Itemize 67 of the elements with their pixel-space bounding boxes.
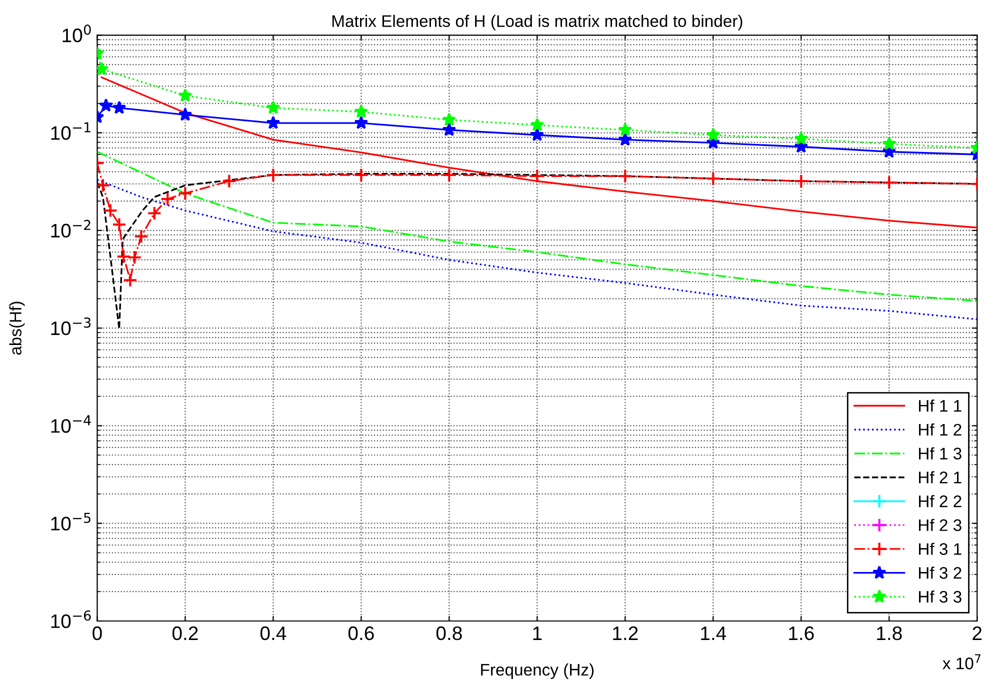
point: [160, 192, 175, 206]
legend-label: Hf 1 1: [919, 400, 962, 412]
point: [97, 178, 110, 193]
point: [442, 122, 456, 136]
legend-label: Hf 3 3: [919, 590, 962, 603]
x-tick-label: 1.4: [701, 626, 726, 640]
point: [122, 272, 138, 288]
point: [618, 168, 632, 184]
x-tick-label: 1.8: [877, 626, 902, 640]
y-tick-label: 10$^{−3}$: [51, 317, 91, 336]
point: [354, 168, 368, 182]
point: [147, 206, 162, 221]
y-axis-title: abs(Hf): [9, 302, 25, 355]
point: [112, 217, 127, 232]
legend-label: Hf 1 2: [919, 423, 962, 436]
point: [530, 168, 544, 184]
legend-label: Hf 2 2: [919, 495, 962, 508]
chart-title: Matrix Elements of H (Load is matrix matched to binder): [332, 14, 742, 30]
x-axis-title: Frequency (Hz): [481, 663, 594, 679]
legend-label: Hf 3 1: [919, 542, 962, 555]
point: [266, 100, 280, 114]
y-tick-label: 10$^{0}$: [62, 24, 91, 42]
point: [127, 250, 142, 265]
x-tick-label: 1.6: [789, 626, 814, 640]
point: [99, 98, 114, 112]
legend-label: Hf 2 3: [919, 518, 962, 532]
point: [618, 122, 632, 136]
x-tick-label: 0: [92, 626, 102, 640]
point: [354, 116, 368, 130]
point: [442, 112, 456, 126]
y-tick-label: 10$^{−4}$: [51, 415, 91, 433]
legend-label: Hf 3 2: [919, 566, 962, 579]
point: [794, 174, 808, 188]
y-tick-label: 10$^{−5}$: [51, 512, 90, 530]
point: [266, 168, 280, 182]
point: [442, 168, 456, 182]
x-tick-label: 0.8: [436, 626, 462, 640]
point: [178, 186, 192, 201]
point: [222, 174, 236, 188]
x-tick-label: 0.6: [348, 626, 374, 640]
point: [530, 118, 544, 132]
point: [178, 108, 192, 121]
y-tick-label: 10$^{−6}$: [51, 610, 91, 628]
x-tick-label: 1.2: [613, 626, 638, 640]
point: [112, 100, 126, 114]
point: [706, 171, 720, 186]
point: [794, 131, 808, 145]
point: [354, 104, 368, 118]
y-tick-label: 10$^{−2}$: [51, 220, 90, 238]
point: [116, 249, 131, 264]
point: [103, 203, 118, 218]
point: [266, 116, 280, 130]
point: [706, 128, 720, 142]
y-tick-label: 10$^{−1}$: [51, 122, 90, 140]
point: [178, 88, 192, 102]
legend-label: Hf 1 3: [919, 447, 962, 460]
x-tick-label: 1: [533, 626, 542, 640]
point: [530, 128, 544, 142]
point: [134, 229, 149, 244]
point: [882, 136, 896, 150]
text: x 10$^{7}$: [942, 654, 980, 670]
x-tick-label: 2: [972, 626, 982, 640]
x-tick-label: 0.4: [260, 626, 286, 640]
point: [618, 132, 632, 146]
point: [882, 175, 896, 190]
legend-label: Hf 2 1: [919, 471, 962, 484]
x-tick-label: 0.2: [172, 626, 198, 640]
